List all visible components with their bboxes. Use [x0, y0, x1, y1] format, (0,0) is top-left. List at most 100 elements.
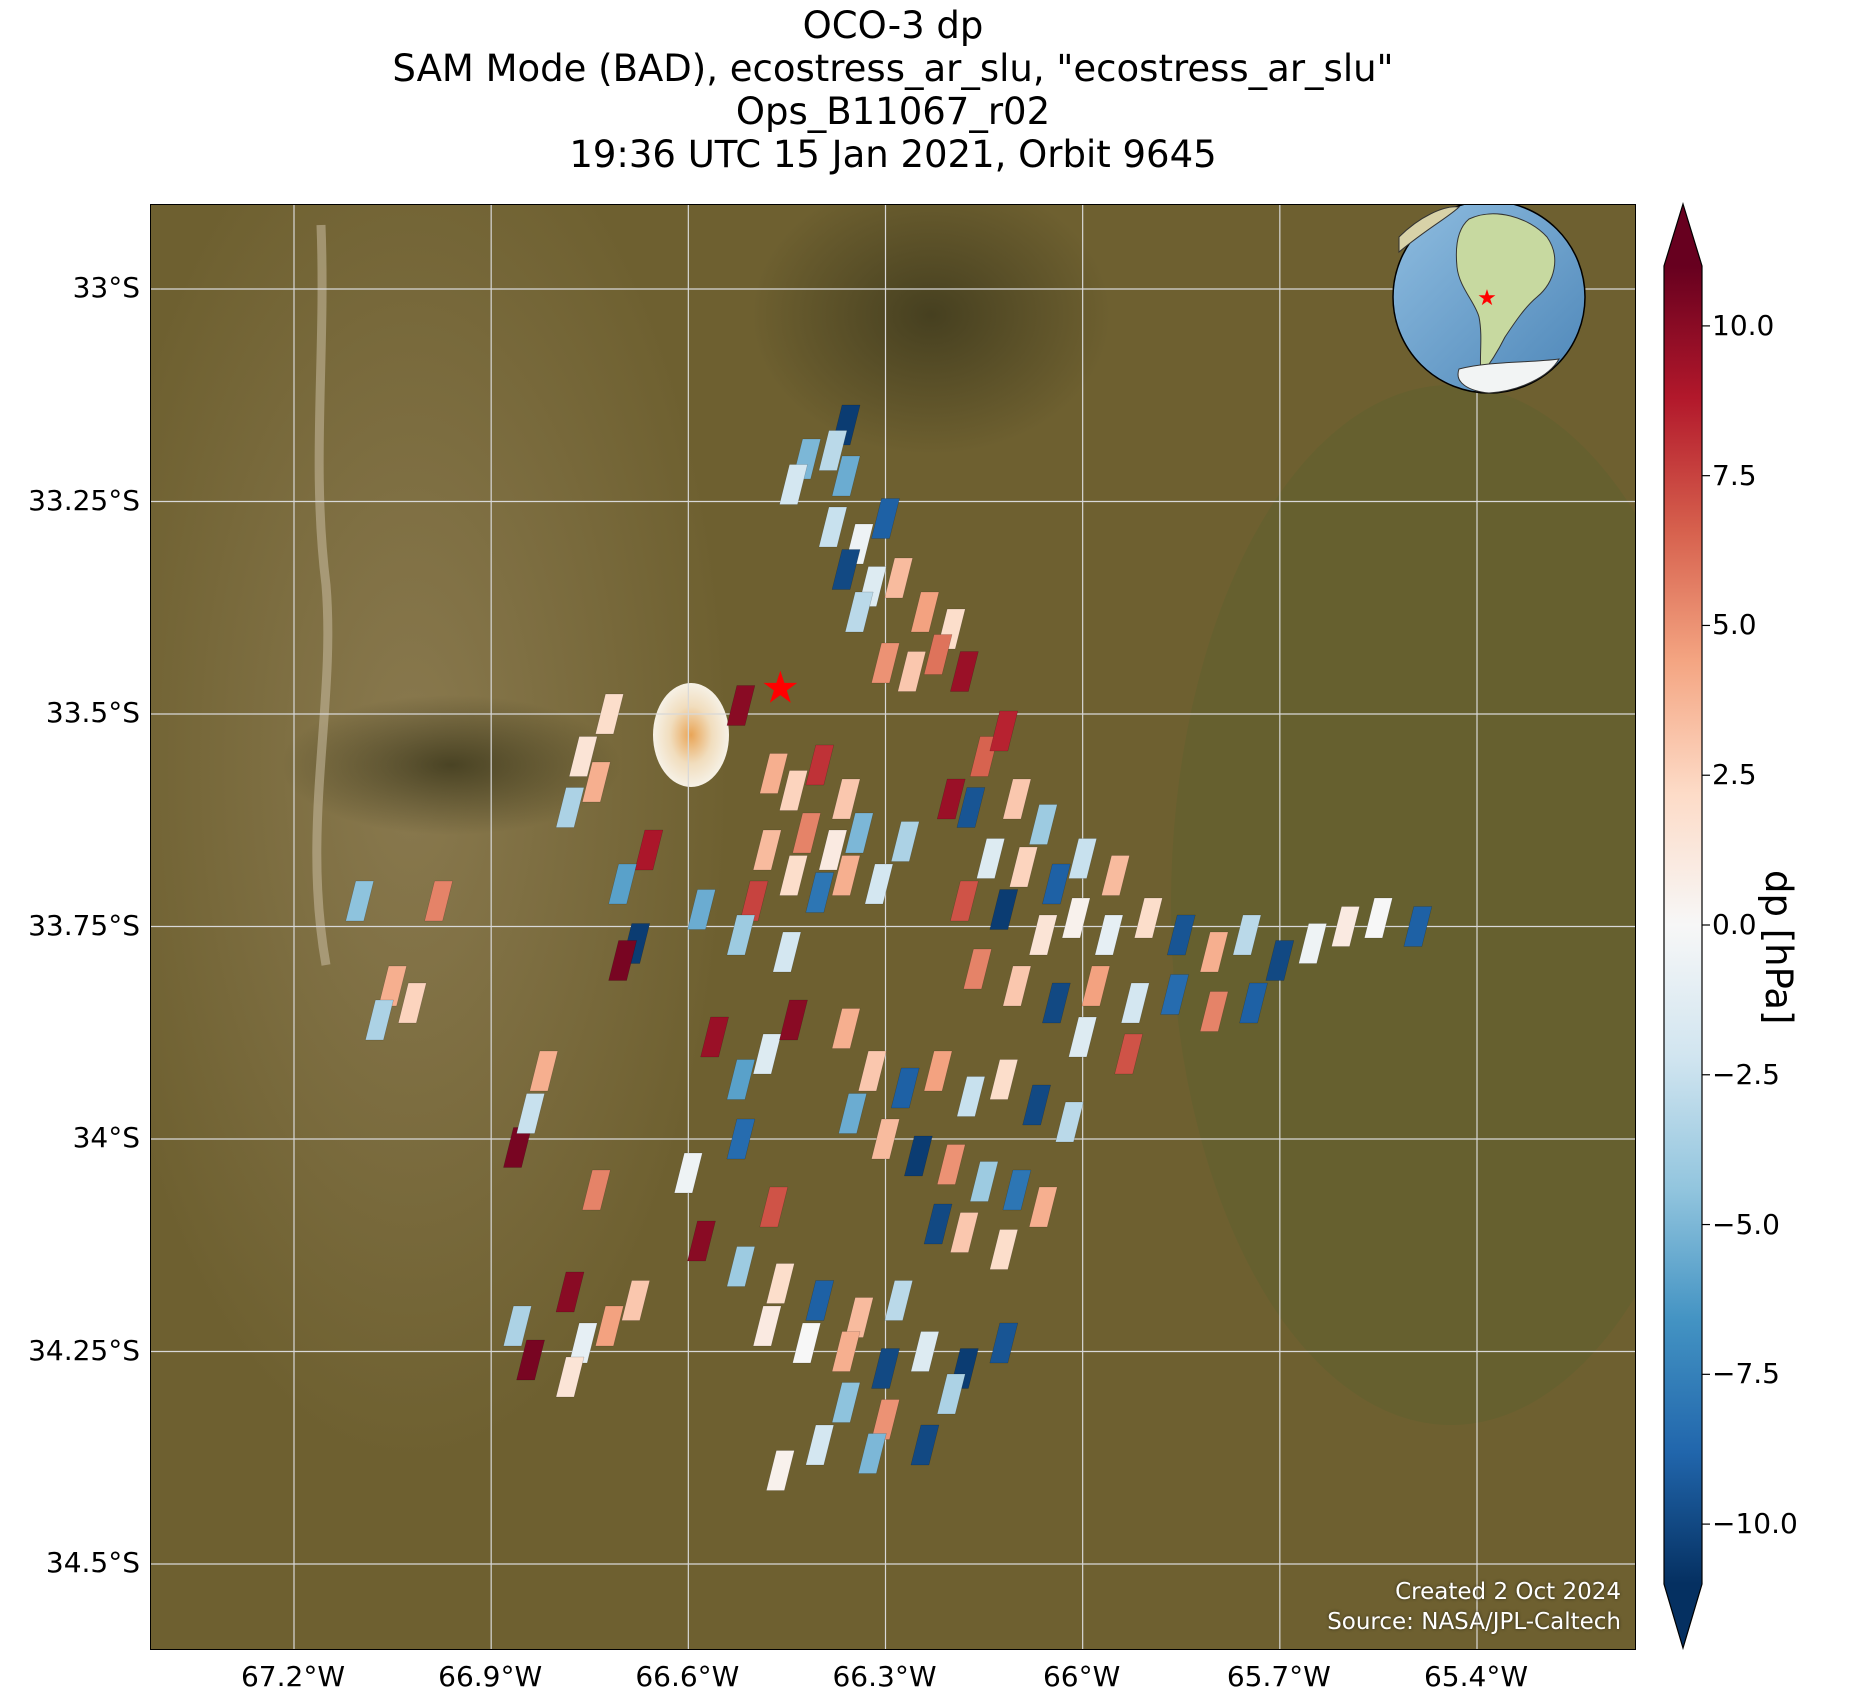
- colorbar-extend-max: [1664, 204, 1702, 266]
- dp-sounding-footprint: [1199, 931, 1229, 973]
- dp-sounding-footprint: [936, 1144, 966, 1185]
- dp-sounding-footprint: [555, 1356, 585, 1398]
- colorbar-tick-label: −10.0: [1712, 1507, 1798, 1541]
- dp-sounding-footprint: [1134, 897, 1163, 939]
- dp-sounding-footprint: [634, 829, 664, 871]
- dp-sounding-footprint: [1298, 923, 1328, 964]
- dp-soundings: [345, 404, 1433, 1491]
- salt-lake: [653, 683, 729, 787]
- lat-tick-label: 34.25°S: [28, 1333, 140, 1367]
- dp-sounding-footprint: [700, 1016, 729, 1058]
- dp-sounding-footprint: [779, 770, 808, 811]
- dp-sounding-footprint: [759, 1186, 789, 1228]
- dp-sounding-footprint: [555, 787, 585, 828]
- dp-sounding-footprint: [752, 829, 782, 871]
- dp-sounding-footprint: [805, 872, 835, 913]
- colorbar-tick-label: 0.0: [1712, 908, 1757, 941]
- dp-sounding-footprint: [1081, 965, 1111, 1007]
- map-panel[interactable]: ★ ★ Created 2 Oct 2024 Source: NASA/JPL-…: [150, 204, 1636, 1650]
- dp-sounding-footprint: [890, 1067, 920, 1109]
- colorbar-tick-label: 2.5: [1712, 758, 1757, 792]
- dp-sounding-footprint: [831, 455, 861, 497]
- globe-target-star: ★: [1477, 286, 1497, 311]
- dp-sounding-footprint: [608, 863, 637, 905]
- title-line-4: 19:36 UTC 15 Jan 2021, Orbit 9645: [569, 133, 1217, 176]
- dp-sounding-footprint: [766, 1263, 795, 1304]
- dp-sounding-footprint: [1232, 914, 1262, 956]
- colorbar-tick-label: −5.0: [1712, 1207, 1780, 1241]
- figure-title: OCO-3 dp SAM Mode (BAD), ecostress_ar_sl…: [150, 4, 1636, 176]
- colorbar-tick-label: −2.5: [1712, 1057, 1780, 1091]
- dp-sounding-footprint: [674, 1152, 703, 1194]
- dp-sounding-footprint: [831, 778, 861, 820]
- dp-sounding-footprint: [772, 931, 802, 973]
- colorbar-tick-label: 7.5: [1712, 458, 1757, 492]
- lat-tick-label: 33.25°S: [28, 483, 140, 517]
- dp-sounding-footprint: [805, 1280, 835, 1321]
- dp-sounding-footprint: [831, 549, 861, 590]
- colorbar-body: [1663, 202, 1710, 1651]
- map-canvas[interactable]: ★ ★: [151, 205, 1636, 1650]
- dp-sounding-footprint: [963, 948, 992, 990]
- credit-created: Created 2 Oct 2024: [1395, 1579, 1621, 1605]
- globe-inset: ★: [1392, 205, 1586, 394]
- dp-sounding-footprint: [910, 1331, 940, 1372]
- dp-sounding-footprint: [1114, 1033, 1143, 1075]
- dp-sounding-footprint: [1028, 1186, 1058, 1228]
- dp-sounding-footprint: [904, 1135, 933, 1177]
- basemap-farmland: [1171, 385, 1635, 1425]
- colorbar-tick-label: 5.0: [1712, 608, 1757, 642]
- dp-sounding-footprint: [1068, 838, 1097, 879]
- dp-sounding-footprint: [884, 557, 913, 599]
- dp-sounding-footprint: [989, 710, 1019, 752]
- dp-sounding-footprint: [923, 1050, 953, 1092]
- lat-tick-label: 33°S: [72, 271, 140, 304]
- basemap-arid-region: [151, 205, 731, 1465]
- dp-sounding-footprint: [1403, 906, 1433, 947]
- dp-sounding-footprint: [950, 651, 979, 692]
- dp-sounding-footprint: [726, 914, 756, 956]
- dp-sounding-footprint: [1002, 1169, 1032, 1211]
- dp-sounding-footprint: [969, 1161, 999, 1202]
- dp-sounding-footprint: [989, 1229, 1019, 1270]
- lon-tick-label: 67.2°W: [240, 1660, 346, 1693]
- dp-sounding-footprint: [976, 838, 1005, 879]
- dp-sounding-footprint: [726, 1118, 756, 1160]
- dp-sounding-footprint: [831, 1008, 861, 1049]
- lon-tick-label: 65.7°W: [1226, 1660, 1331, 1693]
- dp-sounding-footprint: [555, 1271, 585, 1313]
- dp-sounding-footprint: [910, 1424, 940, 1466]
- dp-sounding-footprint: [687, 889, 716, 930]
- lat-tick-label: 33.5°S: [45, 696, 140, 729]
- dp-sounding-footprint: [871, 498, 900, 539]
- dp-sounding-footprint: [831, 855, 861, 896]
- dp-sounding-footprint: [582, 761, 611, 803]
- dp-sounding-footprint: [1364, 897, 1393, 939]
- dp-sounding-footprint: [1022, 1084, 1051, 1126]
- title-line-1: OCO-3 dp: [802, 4, 984, 47]
- dp-sounding-footprint: [726, 685, 756, 726]
- dp-sounding-footprint: [1199, 991, 1229, 1032]
- dp-sounding-footprint: [1028, 804, 1058, 845]
- lat-tick-label: 34.5°S: [45, 1546, 140, 1579]
- dp-sounding-footprint: [1055, 1101, 1084, 1143]
- dp-sounding-footprint: [608, 940, 637, 981]
- credit-source: Source: NASA/JPL-Caltech: [1327, 1609, 1621, 1635]
- colorbar-extend-min: [1664, 1584, 1702, 1648]
- dp-sounding-footprint: [503, 1305, 532, 1347]
- dp-sounding-footprint: [831, 1382, 861, 1423]
- dp-sounding-footprint: [365, 999, 394, 1041]
- dp-sounding-footprint: [1042, 982, 1071, 1024]
- lon-tick-label: 65.4°W: [1423, 1660, 1529, 1693]
- dp-sounding-footprint: [529, 1050, 559, 1092]
- dp-sounding-footprint: [838, 1093, 867, 1134]
- title-line-2: SAM Mode (BAD), ecostress_ar_slu, "ecost…: [392, 47, 1394, 90]
- lon-tick-label: 66°W: [1042, 1660, 1121, 1693]
- lon-tick-label: 66.9°W: [438, 1660, 543, 1693]
- dp-sounding-footprint: [1028, 914, 1058, 956]
- lat-tick-label: 33.75°S: [28, 908, 140, 942]
- dp-sounding-footprint: [582, 1169, 611, 1211]
- dp-sounding-footprint: [950, 880, 979, 922]
- dp-sounding-footprint: [516, 1093, 545, 1134]
- north-america-land: [1398, 206, 1461, 254]
